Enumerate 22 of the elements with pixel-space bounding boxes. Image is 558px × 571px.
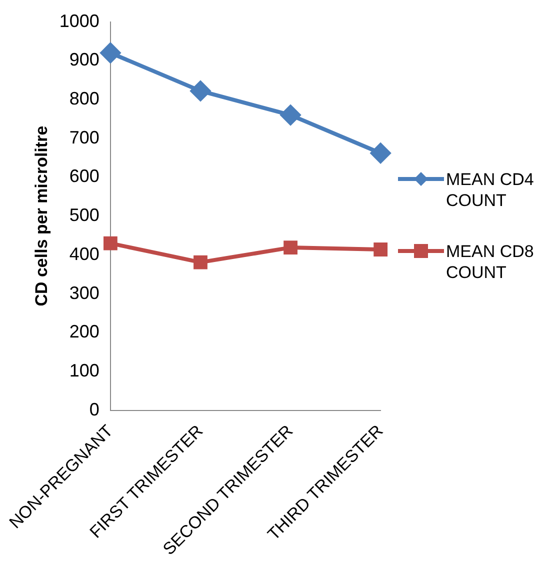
y-tick-label: 0 xyxy=(89,399,100,420)
y-tick-label: 400 xyxy=(69,244,100,264)
point xyxy=(194,255,208,270)
point xyxy=(284,240,298,254)
legend-label: MEAN CD8 COUNT xyxy=(446,240,535,282)
y-tick-label: 500 xyxy=(69,205,100,226)
y-tick-label: 200 xyxy=(69,322,100,342)
y-tick-label: 1000 xyxy=(59,10,100,31)
point xyxy=(103,236,118,250)
y-tick-label: 900 xyxy=(69,50,100,70)
point xyxy=(280,105,301,126)
y-axis-title: CD cells per microlitre xyxy=(32,126,51,306)
point xyxy=(190,80,210,101)
y-tick-label: 800 xyxy=(69,88,100,108)
point xyxy=(370,143,391,164)
point xyxy=(100,42,120,63)
legend-label: MEAN CD4 COUNT xyxy=(446,168,535,210)
y-tick-label: 300 xyxy=(69,282,100,303)
y-tick-label: 600 xyxy=(69,166,100,186)
point xyxy=(374,242,388,256)
y-tick-label: 700 xyxy=(69,127,100,148)
y-tick-label: 100 xyxy=(69,360,100,380)
